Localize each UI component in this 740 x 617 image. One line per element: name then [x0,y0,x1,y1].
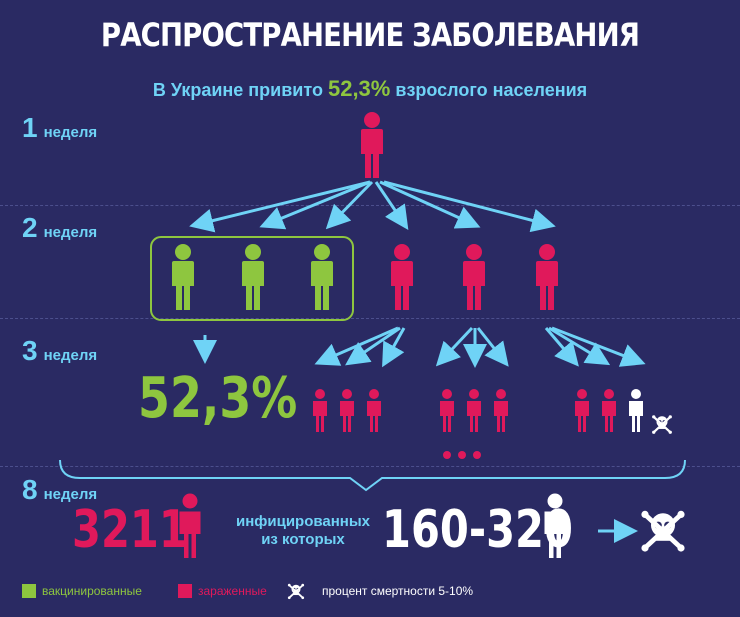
infected-person-week3 [494,389,508,432]
infected-person-week2 [391,244,413,310]
infected-person-week1 [361,112,383,178]
infected-count: 3211 [72,500,188,560]
subtitle-percent: 52,3% [327,76,391,101]
skull-icon [641,511,684,552]
infected-person-week3 [602,389,616,432]
infected-person-week3 [467,389,481,432]
infected-person-week3 [575,389,589,432]
death-range: 160-320 [382,500,573,560]
spread-arrows-week1 [189,180,556,233]
infected-person-week3 [313,389,327,432]
legend-infected-swatch [178,584,192,598]
week-separator [0,205,740,206]
vaccinated-person [242,244,264,310]
week-label-2: 2 неделя [22,212,98,243]
week-label-3: 3 неделя [22,335,98,366]
legend-mortality-label: процент смертности 5-10% [322,584,474,598]
week-label-8: 8 неделя [22,474,98,505]
subtitle-suffix: взрослого населения [395,80,588,100]
week-separator [0,318,740,319]
infected-person-week3 [340,389,354,432]
infected-person-week3 [367,389,381,432]
vaccinated-person [172,244,194,310]
week-separator [0,466,740,467]
week-label-1: 1 неделя [22,112,98,143]
infected-caption-line2: из которых [261,531,345,548]
infected-person-week3 [440,389,454,432]
page-title: РАСПРОСТРАНЕНИЕ ЗАБОЛЕВАНИЯ [100,16,640,54]
subtitle: В Украине привито 52,3% взрослого населе… [0,76,740,102]
summary-bracket [59,459,686,492]
legend-vaccinated-label: вакцинированные [42,584,142,598]
infected-caption-line1: инфицированных [235,513,371,530]
subtitle-prefix: В Украине привито [152,80,323,100]
spread-arrows-week2 [314,326,646,368]
infected-person-week2 [536,244,558,310]
skull-icon [286,582,306,600]
legend-vaccinated-swatch [22,584,36,598]
dead-person-week3 [629,389,643,432]
infected-person-week2 [463,244,485,310]
legend-infected-label: зараженные [198,584,267,598]
vaccinated-group-box [150,236,354,321]
ellipsis-dots [443,451,481,459]
vaccinated-percent: 52,3% [138,366,298,431]
vaccinated-person [311,244,333,310]
skull-icon [650,414,674,435]
infected-caption: инфицированных из которых [218,513,388,549]
